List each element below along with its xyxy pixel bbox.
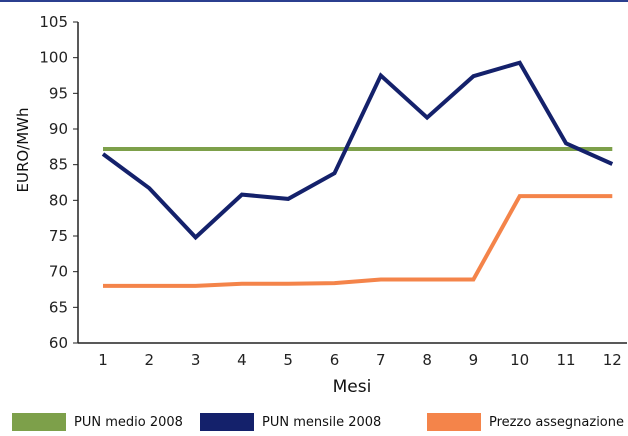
x-tick-label: 5 [283,351,293,369]
x-tick-label: 7 [376,351,386,369]
x-tick-label: 4 [237,351,247,369]
x-tick-label: 2 [145,351,155,369]
y-tick-label: 100 [39,49,68,67]
legend-label-prezzo-assegnazione: Prezzo assegnazione [489,414,624,430]
series-line-1 [101,60,614,241]
axes [73,21,627,344]
legend-label-pun-mensile: PUN mensile 2008 [262,414,382,430]
series-line-2 [103,194,613,288]
x-tick-label: 1 [98,351,108,369]
x-tick-labels: 1 2 3 4 5 6 7 8 9 10 11 12 [98,351,622,369]
x-tick-label: 6 [330,351,340,369]
legend-item-pun-medio: PUN medio 2008 [12,412,183,432]
y-axis-label: EURO/MWh [14,107,32,192]
legend-swatch-pun-mensile [200,413,254,431]
x-tick-label: 12 [603,351,622,369]
y-tick-label: 95 [49,84,68,102]
x-tick-label: 11 [556,351,575,369]
y-tick-label: 90 [49,120,68,138]
series-lines [101,60,614,288]
x-tick-label: 8 [422,351,432,369]
x-tick-label: 3 [191,351,201,369]
y-tick-label: 60 [49,334,68,352]
y-tick-label: 105 [39,13,68,31]
x-tick-label: 10 [510,351,529,369]
y-tick-label: 80 [49,191,68,209]
y-tick-labels: 60 65 70 75 80 85 90 95 100 105 [39,13,68,352]
legend: PUN medio 2008 PUN mensile 2008 Prezzo a… [0,410,628,436]
y-tick-label: 65 [49,298,68,316]
legend-item-pun-mensile: PUN mensile 2008 [200,412,381,432]
legend-label-pun-medio: PUN medio 2008 [74,414,183,430]
legend-swatch-pun-medio [12,413,66,431]
x-axis-label: Mesi [333,377,372,397]
legend-swatch-prezzo-assegnazione [427,413,481,431]
y-tick-label: 85 [49,156,68,174]
y-tick-label: 75 [49,227,68,245]
top-band [0,0,628,2]
x-tick-label: 9 [469,351,479,369]
legend-item-prezzo-assegnazione: Prezzo assegnazione [427,412,624,432]
y-tick-label: 70 [49,263,68,281]
